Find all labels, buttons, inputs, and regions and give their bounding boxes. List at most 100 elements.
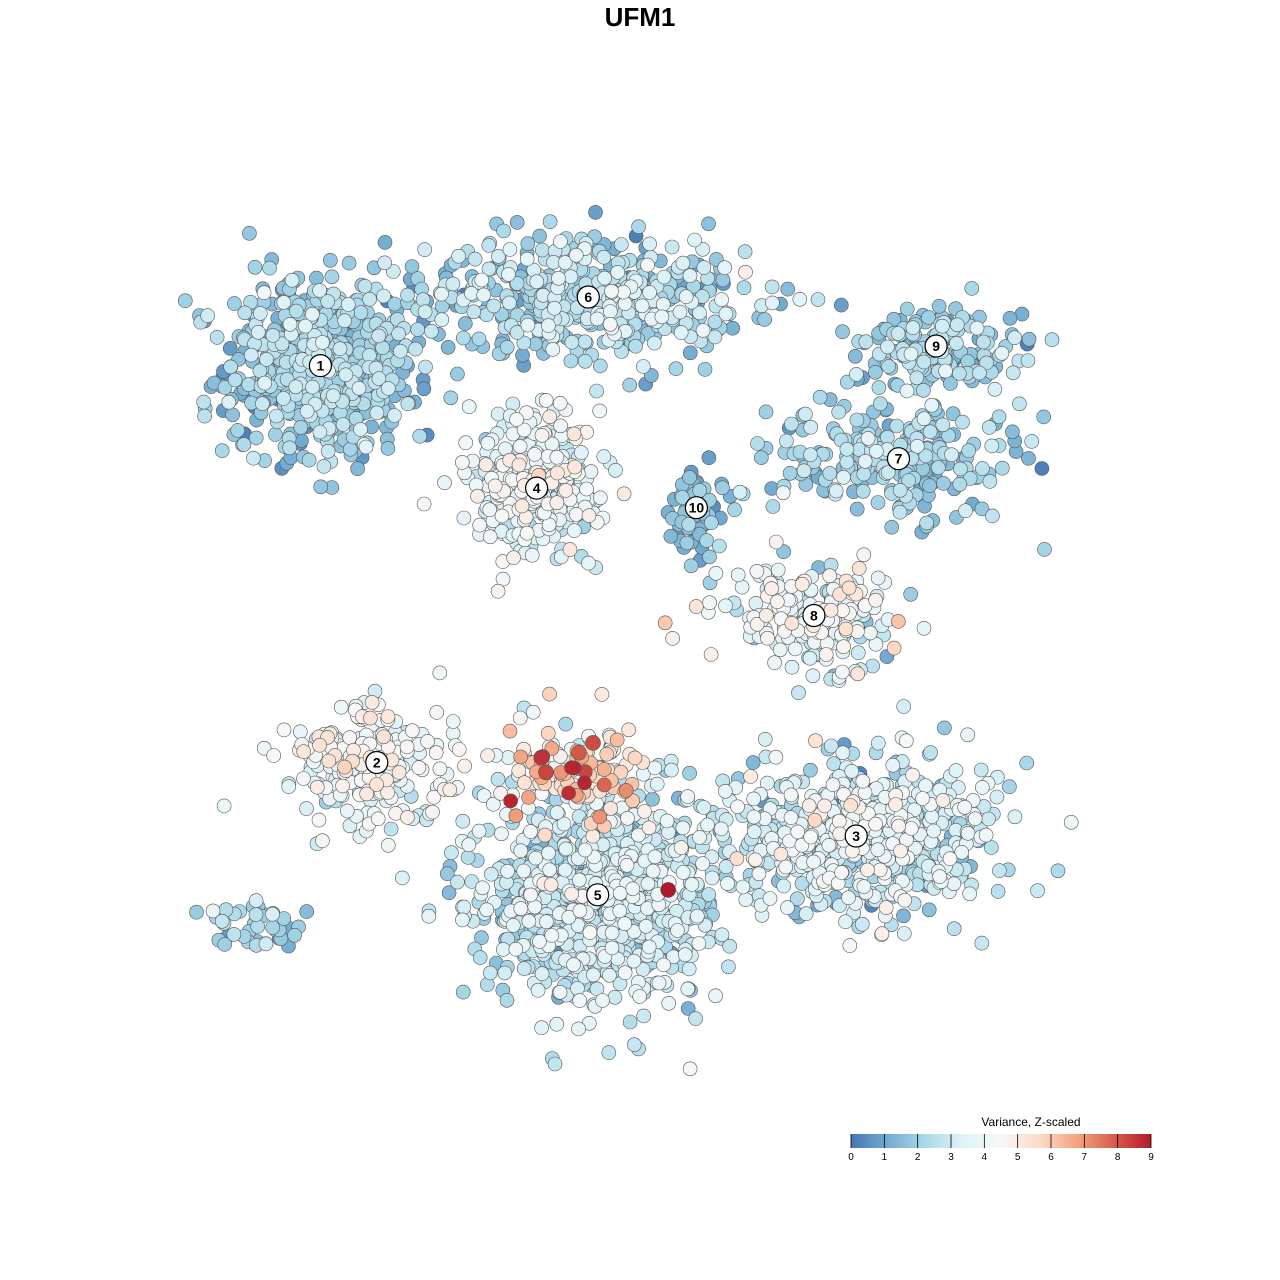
scatter-point xyxy=(205,903,221,919)
scatter-point xyxy=(265,920,281,935)
scatter-point xyxy=(835,745,851,761)
scatter-point xyxy=(490,406,506,422)
scatter-point xyxy=(783,810,799,825)
scatter-point xyxy=(631,219,646,234)
scatter-point xyxy=(376,729,391,745)
scatter-point xyxy=(871,380,887,395)
scatter-point xyxy=(773,846,789,862)
scatter-point xyxy=(596,777,612,793)
scatter-point xyxy=(749,616,765,632)
scatter-point xyxy=(248,893,264,908)
scatter-point xyxy=(558,841,574,857)
scatter-point xyxy=(209,330,225,345)
scatter-point xyxy=(471,331,487,347)
scatter-point xyxy=(534,966,550,982)
scatter-point xyxy=(432,665,448,681)
scatter-point xyxy=(482,965,498,981)
scatter-point xyxy=(534,1020,549,1035)
scatter-point xyxy=(778,859,794,875)
scatter-point xyxy=(313,479,329,495)
scatter-point xyxy=(602,967,617,983)
scatter-point xyxy=(701,887,717,902)
scatter-point xyxy=(849,501,865,517)
scatter-point xyxy=(721,959,736,975)
scatter-point xyxy=(324,269,340,285)
scatter-point xyxy=(415,292,431,308)
scatter-point xyxy=(901,473,917,488)
scatter-point xyxy=(450,874,465,890)
scatter-point xyxy=(930,460,946,475)
scatter-point xyxy=(299,904,315,919)
scatter-point xyxy=(722,938,738,954)
scatter-point xyxy=(539,914,554,930)
scatter-point xyxy=(916,382,931,398)
cluster-label-3: 3 xyxy=(844,824,868,848)
scatter-point xyxy=(454,455,470,470)
scatter-point xyxy=(942,851,958,867)
scatter-point xyxy=(1005,365,1021,381)
scatter-point xyxy=(255,396,270,412)
scatter-point xyxy=(594,687,610,702)
scatter-point xyxy=(746,824,762,840)
scatter-point xyxy=(935,417,951,433)
scatter-point xyxy=(794,576,810,592)
scatter-point xyxy=(420,734,435,749)
scatter-point xyxy=(835,324,850,340)
scatter-point xyxy=(609,732,625,748)
scatter-point xyxy=(664,239,680,255)
scatter-point xyxy=(315,833,330,849)
cluster-label-text: 5 xyxy=(594,887,602,903)
scatter-point xyxy=(747,852,763,868)
scatter-point xyxy=(464,286,479,301)
cluster-label-8: 8 xyxy=(802,603,826,628)
scatter-point xyxy=(718,306,734,322)
scatter-point xyxy=(780,900,795,915)
scatter-point xyxy=(838,914,853,930)
scatter-point xyxy=(341,255,357,271)
scatter-point xyxy=(682,765,697,781)
scatter-point xyxy=(470,488,485,504)
scatter-point xyxy=(350,461,365,477)
scatter-point xyxy=(978,827,994,843)
scatter-point xyxy=(878,900,894,915)
scatter-point xyxy=(521,790,536,805)
scatter-point xyxy=(441,885,457,901)
scatter-point xyxy=(380,441,396,456)
scatter-point xyxy=(750,436,765,451)
scatter-point xyxy=(780,281,796,297)
scatter-point xyxy=(922,424,938,440)
scatter-point xyxy=(746,809,762,825)
scatter-point xyxy=(905,767,920,783)
scatter-point xyxy=(282,316,298,332)
scatter-point xyxy=(798,406,813,422)
scatter-point xyxy=(296,744,312,760)
scatter-point xyxy=(735,879,751,895)
scatter-point xyxy=(770,562,786,578)
scatter-point xyxy=(708,565,724,581)
scatter-point xyxy=(622,377,638,393)
scatter-point xyxy=(992,863,1007,878)
scatter-point xyxy=(769,594,785,610)
scatter-point xyxy=(421,908,437,924)
scatter-point xyxy=(960,727,976,743)
scatter-point xyxy=(991,409,1007,425)
scatter-point xyxy=(803,829,819,845)
scatter-point xyxy=(938,363,953,379)
scatter-point xyxy=(889,418,905,434)
scatter-point xyxy=(222,341,238,356)
scatter-point xyxy=(695,323,711,338)
scatter-point xyxy=(946,876,962,892)
scatter-point xyxy=(544,928,560,943)
scatter-point xyxy=(884,519,900,535)
scatter-point xyxy=(868,592,883,608)
scatter-point xyxy=(370,811,386,827)
scatter-point xyxy=(301,452,317,468)
scatter-point xyxy=(257,375,273,391)
scatter-point xyxy=(874,926,890,942)
scatter-point xyxy=(369,405,385,421)
scatter-point xyxy=(530,982,546,998)
scatter-point xyxy=(987,381,1003,397)
scatter-point xyxy=(563,269,579,285)
scatter-point xyxy=(703,647,719,662)
scatter-point xyxy=(703,515,719,531)
